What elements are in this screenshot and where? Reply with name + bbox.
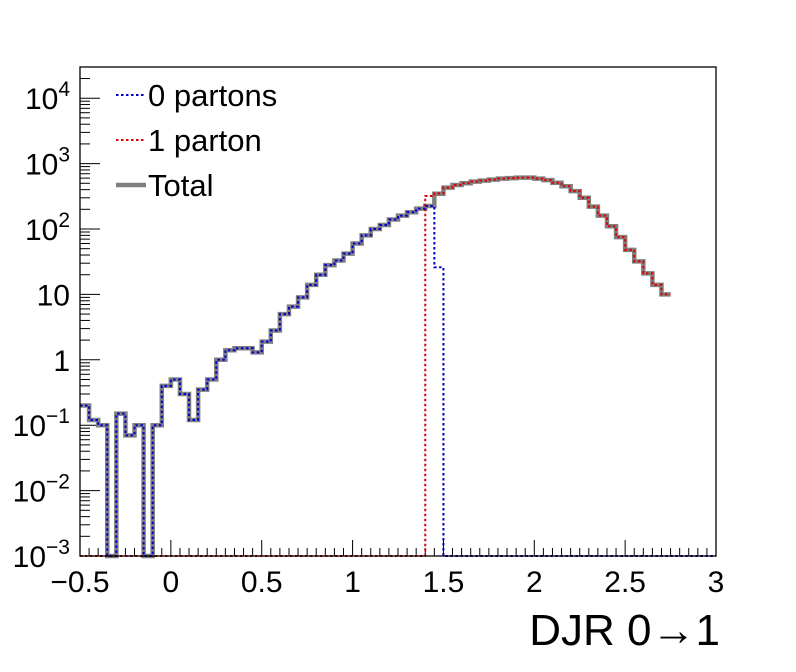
legend-label: 0 partons: [148, 78, 277, 113]
legend-label: 1 parton: [148, 123, 262, 158]
x-tick-label: 0: [163, 566, 180, 599]
total-series: [80, 175, 671, 559]
x-tick-labels: −0.5 0 0.5 1 1.5 2 2.5 3: [50, 566, 724, 599]
legend-label: Total: [148, 168, 213, 203]
x-tick-label: 2: [526, 566, 543, 599]
histogram-series: [80, 175, 716, 559]
x-tick-label: 2.5: [604, 566, 646, 599]
x-tick-label: 3: [708, 566, 725, 599]
y-tick-label: 10: [37, 279, 70, 312]
y-tick-label: 10−1: [13, 405, 70, 443]
x-tick-label: 0.5: [241, 566, 283, 599]
y-tick-label: 10−3: [13, 536, 70, 574]
plot-frame: [79, 66, 717, 557]
y-tick-labels: 10−3 10−2 10−1 1 10 102 103 104: [13, 78, 71, 574]
axis-ticks: [79, 66, 717, 557]
x-tick-label: −0.5: [50, 566, 109, 599]
1-parton-series: [80, 176, 671, 557]
y-tick-label: 103: [25, 144, 70, 182]
x-tick-label: 1: [344, 566, 361, 599]
x-axis-title: DJR 0→1: [529, 606, 720, 655]
y-tick-label: 104: [25, 78, 70, 116]
y-tick-label: 10−2: [13, 471, 70, 509]
legend: 0 partons 1 parton Total: [116, 78, 277, 203]
y-tick-label: 1: [53, 345, 70, 378]
x-tick-label: 1.5: [423, 566, 465, 599]
y-tick-label: 102: [25, 209, 70, 247]
